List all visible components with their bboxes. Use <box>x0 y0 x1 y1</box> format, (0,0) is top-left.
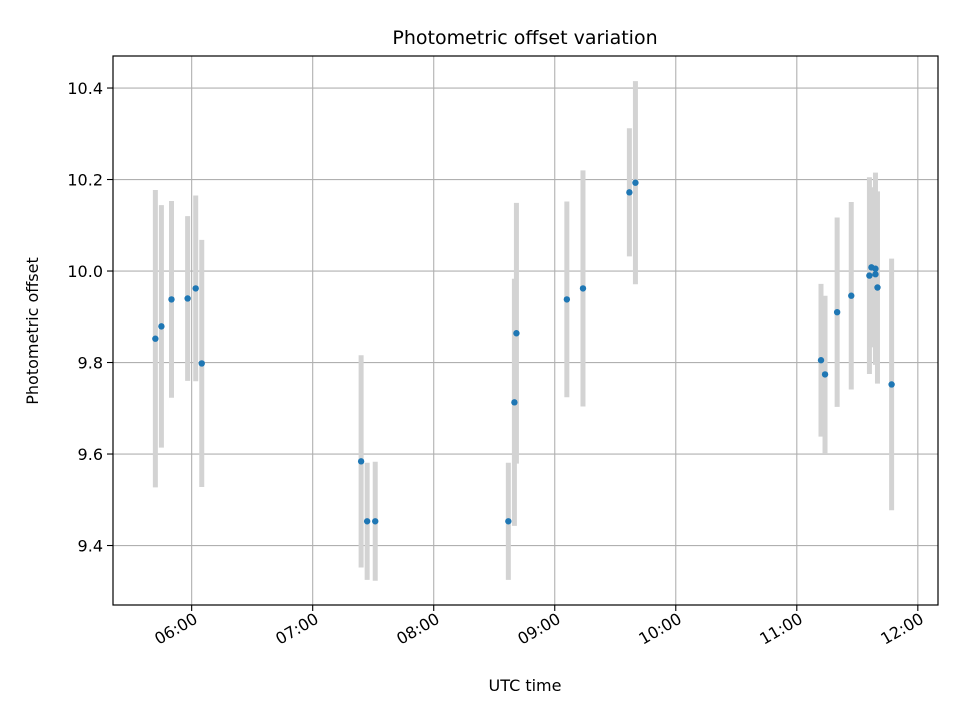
data-point <box>152 335 159 342</box>
data-point <box>626 189 633 196</box>
y-tick-label: 9.8 <box>78 354 103 373</box>
data-points <box>152 179 895 525</box>
data-point <box>874 284 881 291</box>
data-point <box>632 179 639 186</box>
data-point <box>192 285 199 292</box>
data-point <box>158 323 165 330</box>
y-axis: 9.4 9.6 9.8 10.0 10.2 10.4 <box>67 79 113 556</box>
y-tick-label: 10.4 <box>67 79 103 98</box>
data-point <box>888 381 895 388</box>
data-point <box>833 309 841 316</box>
data-point <box>184 295 191 302</box>
data-point <box>372 518 379 525</box>
data-point <box>505 518 512 525</box>
y-tick-label: 10.0 <box>67 262 103 281</box>
data-point <box>563 296 571 303</box>
data-point <box>817 357 825 364</box>
y-tick-label: 10.2 <box>67 171 103 190</box>
data-point <box>872 271 879 278</box>
data-point <box>579 285 587 292</box>
chart-title: Photometric offset variation <box>392 27 657 49</box>
data-point <box>866 272 873 279</box>
y-tick-label: 9.6 <box>78 445 103 464</box>
data-point <box>168 296 175 303</box>
data-point <box>198 360 205 367</box>
data-point <box>872 265 879 272</box>
grid <box>113 56 938 605</box>
data-point <box>357 458 365 465</box>
data-point <box>363 518 371 525</box>
data-point <box>848 292 855 299</box>
x-axis-label: UTC time <box>489 676 562 695</box>
y-tick-label: 9.4 <box>78 537 103 556</box>
data-point <box>821 371 829 378</box>
data-point <box>511 399 518 406</box>
data-point <box>513 330 520 337</box>
plot-frame <box>112 55 939 606</box>
y-axis-label: Photometric offset <box>23 257 42 405</box>
